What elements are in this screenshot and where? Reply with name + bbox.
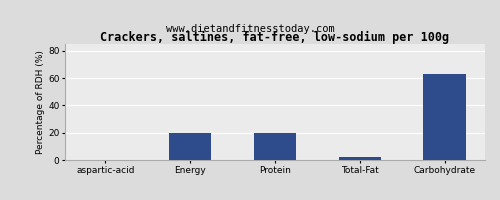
Bar [254, 133, 296, 160]
Bar [169, 133, 212, 160]
Text: www.dietandfitnesstoday.com: www.dietandfitnesstoday.com [166, 24, 334, 34]
Bar [424, 74, 466, 160]
Y-axis label: Percentage of RDH (%): Percentage of RDH (%) [36, 50, 45, 154]
Title: Crackers, saltines, fat-free, low-sodium per 100g: Crackers, saltines, fat-free, low-sodium… [100, 31, 450, 44]
Bar [338, 157, 381, 160]
